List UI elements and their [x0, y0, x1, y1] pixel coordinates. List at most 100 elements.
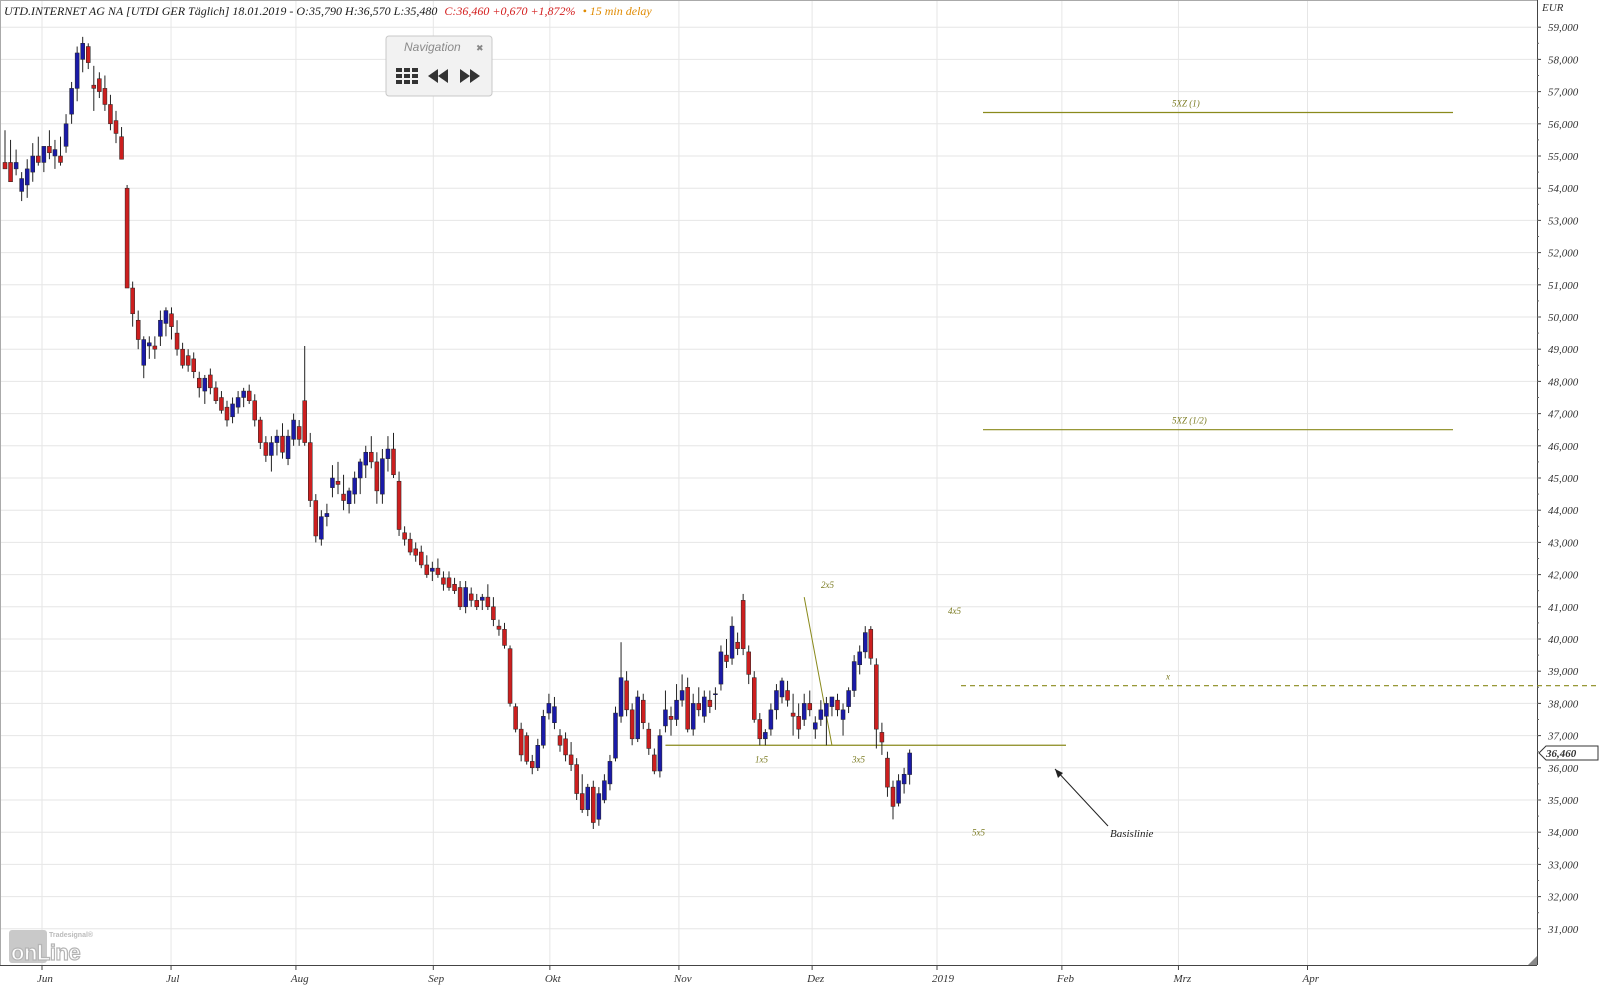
analysis-lines: [665, 111, 1599, 827]
candle: [813, 716, 818, 739]
x-axis[interactable]: Jun Jul Aug Sep Okt Nov Dez 2019 Feb Mrz Apr: [37, 965, 1320, 985]
candle: [396, 471, 402, 536]
y-tick-label: 41,000: [1548, 602, 1579, 614]
y-axis[interactable]: 31,000 32,000 33,000 34,000 35,000 36,000 37,0…: [1537, 22, 1579, 936]
candle: [907, 749, 912, 785]
candle: [779, 677, 785, 704]
candle: [507, 645, 513, 707]
candle: [191, 352, 196, 379]
candle: [69, 81, 74, 124]
y-tick-label: 38,000: [1547, 698, 1579, 710]
candle: [835, 693, 840, 717]
y-tick-label: 35,000: [1547, 795, 1579, 807]
tradesignal-logo: Tradesignal® onLine: [9, 930, 94, 966]
grid-icon[interactable]: [396, 68, 418, 84]
candle: [280, 423, 285, 459]
candle: [380, 449, 385, 504]
candle: [868, 626, 874, 665]
candle: [890, 780, 896, 820]
fast-forward-icon[interactable]: [460, 69, 480, 83]
candle: [613, 706, 618, 762]
candle: [402, 526, 407, 546]
candle: [357, 458, 363, 495]
candle: [607, 754, 613, 791]
y-tick-label: 45,000: [1548, 473, 1579, 485]
logo-main-text: onLine: [11, 940, 80, 965]
candle: [208, 368, 213, 395]
candle: [58, 136, 63, 166]
delay-info: • 15 min delay: [583, 4, 653, 18]
resize-handle-icon[interactable]: [1528, 956, 1537, 965]
annotation-label: 5XZ (1): [1172, 99, 1200, 109]
candle: [346, 487, 352, 514]
y-tick-label: 54,000: [1548, 183, 1579, 195]
y-tick-label: 43,000: [1548, 537, 1579, 549]
candle: [663, 690, 668, 733]
candle: [19, 172, 24, 202]
candle: [324, 503, 330, 527]
candle: [341, 474, 346, 511]
candle: [557, 729, 563, 752]
candle: [147, 336, 152, 359]
y-tick-label: 32,000: [1547, 892, 1579, 904]
x-tick-label: Feb: [1056, 973, 1075, 985]
candle: [552, 696, 557, 730]
y-tick-label: 49,000: [1548, 344, 1579, 356]
candle: [690, 693, 696, 736]
candle: [174, 320, 180, 356]
y-tick-label: 34,000: [1547, 827, 1579, 839]
navigation-close-icon[interactable]: ✖: [476, 44, 484, 54]
candle: [424, 555, 430, 578]
candle: [851, 655, 857, 697]
candle: [696, 687, 701, 717]
candle: [535, 738, 541, 772]
candle: [707, 690, 713, 714]
candle: [752, 671, 757, 723]
candle: [896, 774, 901, 807]
candle: [235, 391, 241, 414]
y-tick-label: 57,000: [1548, 87, 1579, 99]
candle: [102, 75, 108, 111]
candle: [202, 374, 208, 404]
candle: [246, 384, 252, 404]
y-tick-label: 51,000: [1548, 280, 1579, 292]
candle: [452, 577, 457, 594]
candle: [185, 349, 191, 372]
candle: [757, 713, 763, 746]
candle: [740, 593, 746, 656]
candle: [108, 94, 113, 131]
candle: [635, 690, 640, 743]
arrow-head-icon: [1055, 769, 1063, 778]
y-tick-label: 48,000: [1548, 376, 1579, 388]
candle: [441, 571, 446, 591]
candle: [857, 645, 862, 675]
y-tick-label: 33,000: [1547, 859, 1579, 871]
candle: [541, 709, 546, 749]
candle: [124, 184, 130, 289]
candle: [746, 645, 751, 685]
candle: [629, 703, 635, 746]
candle: [97, 72, 102, 99]
y-tick-label: 55,000: [1548, 151, 1579, 163]
y-tick-label: 42,000: [1548, 570, 1579, 582]
candle: [724, 639, 729, 668]
candle: [113, 110, 119, 144]
annotation-label: 4x5: [948, 606, 961, 616]
candle: [679, 674, 685, 707]
candle: [258, 416, 263, 450]
x-tick-label: Nov: [673, 973, 692, 985]
annotation-label: 2x5: [821, 580, 834, 590]
y-tick-label: 46,000: [1548, 441, 1579, 453]
candle: [374, 452, 380, 504]
navigation-panel[interactable]: Navigation ✖: [385, 35, 493, 97]
rewind-icon[interactable]: [428, 69, 448, 83]
candle: [369, 436, 374, 469]
candle: [624, 671, 629, 717]
y-tick-label: 40,000: [1548, 634, 1579, 646]
candle: [263, 436, 269, 462]
x-tick-label: Sep: [428, 973, 444, 985]
candle: [713, 687, 718, 710]
candle: [335, 461, 341, 495]
